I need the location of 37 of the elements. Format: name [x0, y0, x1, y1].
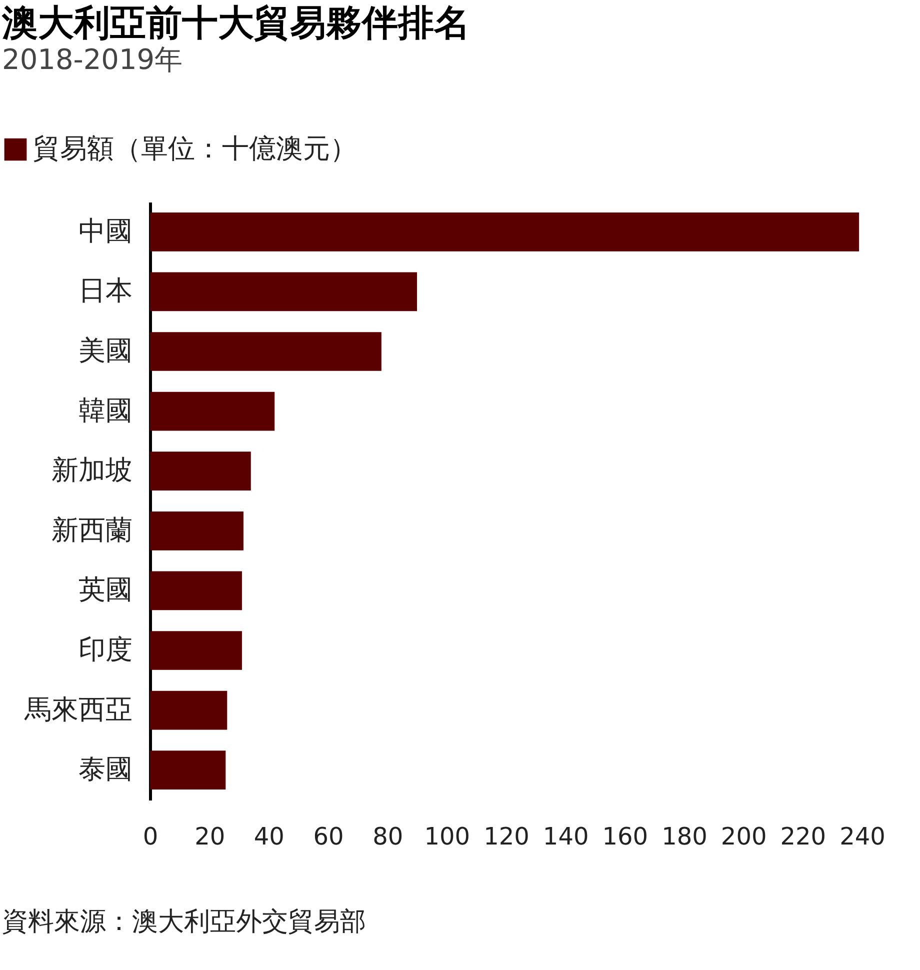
y-tick-label: 新加坡 — [52, 455, 132, 486]
y-tick-label: 新西蘭 — [52, 514, 132, 546]
x-tick-label: 80 — [372, 822, 404, 850]
x-tick-label: 240 — [840, 822, 886, 850]
chart-subtitle: 2018-2019年 — [2, 43, 183, 76]
bar — [150, 571, 242, 610]
bar — [150, 750, 226, 790]
y-tick-label: 日本 — [78, 276, 132, 307]
x-tick-label: 180 — [662, 822, 708, 850]
bar — [150, 392, 275, 431]
bar — [150, 212, 860, 252]
source-note: 資料來源：澳大利亞外交貿易部 — [2, 907, 366, 937]
bar — [150, 511, 244, 550]
y-tick-label: 泰國 — [78, 754, 132, 786]
y-tick-label: 印度 — [78, 634, 132, 666]
x-tick-label: 0 — [142, 822, 158, 850]
x-tick-label: 200 — [720, 822, 767, 850]
y-tick-label: 馬來西亞 — [24, 694, 132, 726]
x-tick-label: 100 — [424, 822, 470, 850]
bar — [150, 690, 228, 730]
y-tick-label: 英國 — [78, 574, 132, 606]
x-tick-label: 120 — [484, 822, 530, 850]
x-tick-label: 140 — [542, 822, 589, 850]
bar — [150, 332, 382, 371]
y-tick-label: 中國 — [78, 216, 132, 247]
y-tick-label: 美國 — [78, 336, 132, 366]
x-tick-label: 60 — [313, 822, 344, 850]
bar — [150, 452, 251, 491]
x-tick-label: 20 — [194, 822, 226, 850]
y-tick-label: 韓國 — [78, 395, 132, 426]
bar — [150, 631, 242, 670]
x-tick-label: 220 — [780, 822, 826, 850]
x-tick-label: 160 — [602, 822, 648, 850]
x-tick-label: 40 — [254, 822, 284, 850]
chart-title: 澳大利亞前十大貿易夥伴排名 — [1, 3, 470, 44]
bar — [150, 272, 417, 312]
legend-label: 貿易額（單位：十億澳元） — [33, 134, 357, 164]
